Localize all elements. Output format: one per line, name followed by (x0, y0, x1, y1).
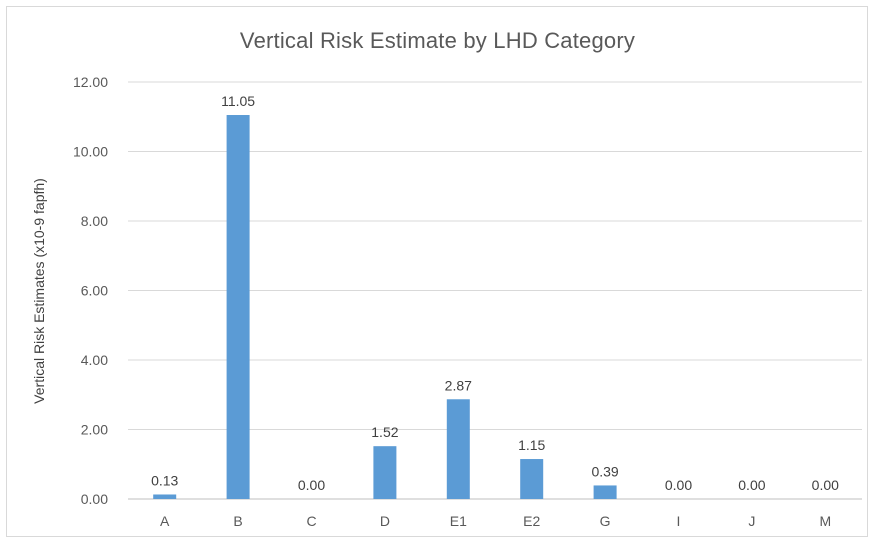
chart-title: Vertical Risk Estimate by LHD Category (239, 28, 636, 53)
y-tick-label: 0.00 (81, 491, 108, 507)
data-label: 0.13 (151, 472, 178, 488)
y-tick-label: 10.00 (73, 144, 108, 160)
x-tick-label: I (677, 513, 681, 529)
y-tick-label: 4.00 (81, 352, 108, 368)
data-label: 0.00 (665, 477, 692, 493)
x-tick-label: B (233, 513, 242, 529)
x-tick-label: D (380, 513, 390, 529)
data-label: 0.00 (298, 477, 325, 493)
data-label: 0.00 (738, 477, 765, 493)
bar (446, 399, 470, 499)
bar (226, 115, 250, 499)
bar (373, 446, 397, 499)
data-label: 1.52 (371, 424, 398, 440)
bar (520, 459, 544, 499)
x-tick-label: E1 (450, 513, 467, 529)
chart-frame (6, 6, 868, 537)
x-tick-label: J (748, 513, 755, 529)
y-tick-label: 12.00 (73, 74, 108, 90)
x-tick-label: G (600, 513, 611, 529)
x-tick-label: A (160, 513, 170, 529)
x-tick-label: E2 (523, 513, 540, 529)
data-label: 0.39 (591, 463, 618, 479)
x-tick-label: C (306, 513, 316, 529)
data-label: 0.00 (812, 477, 839, 493)
y-tick-label: 6.00 (81, 283, 108, 299)
bar (593, 485, 617, 499)
bar (153, 494, 177, 499)
data-label: 2.87 (445, 377, 472, 393)
data-label: 1.15 (518, 437, 545, 453)
y-tick-label: 8.00 (81, 213, 108, 229)
y-tick-label: 2.00 (81, 422, 108, 438)
x-tick-label: M (819, 513, 831, 529)
data-label: 11.05 (221, 93, 255, 109)
